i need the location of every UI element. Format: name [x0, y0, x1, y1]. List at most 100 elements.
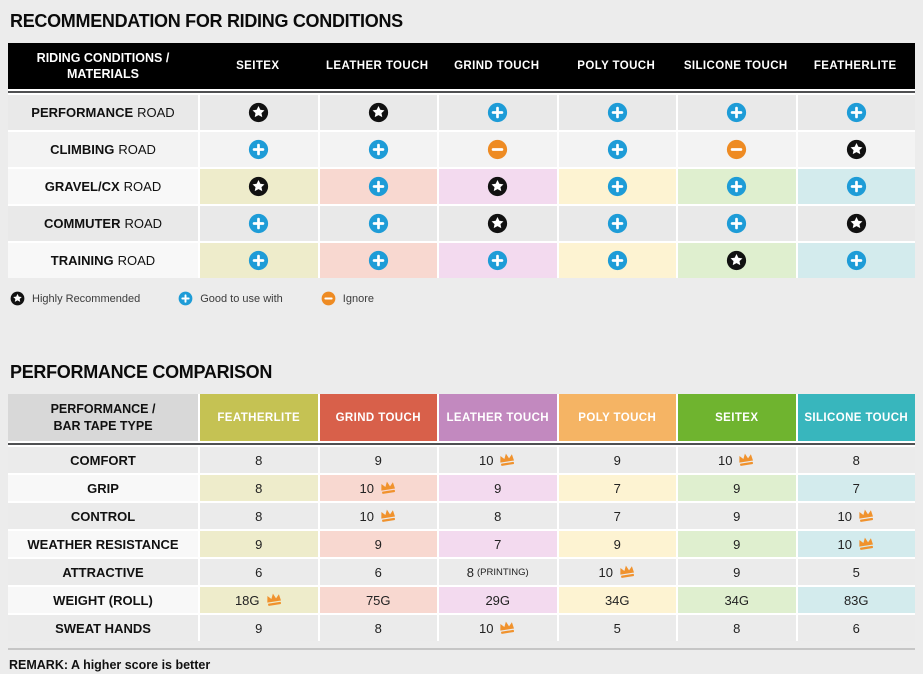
recommendation-cell: [678, 206, 796, 241]
recommendation-cell: [439, 132, 557, 167]
table1-column-header: FEATHERLITE: [813, 60, 897, 72]
table1-body: PERFORMANCE ROAD CLIMBING ROAD GRAVEL/CX ROAD…: [8, 95, 915, 278]
table1-column-header: SEITEX: [236, 60, 280, 72]
star-icon: [846, 213, 866, 234]
condition-suffix: ROAD: [124, 216, 163, 231]
plus-icon: [607, 139, 627, 160]
metric-name: ATTRACTIVE: [62, 564, 144, 580]
recommendation-cell: [797, 243, 915, 278]
table2-column-header: FEATHERLITE: [200, 394, 318, 441]
score-cell: 34G: [678, 587, 796, 613]
table2-title: PERFORMANCE COMPARISON: [10, 362, 273, 382]
score-value: 10: [837, 536, 852, 552]
score-cell: 10: [678, 447, 796, 473]
recommendation-cell: [439, 206, 557, 241]
performance-metric-label: WEATHER RESISTANCE: [8, 531, 198, 557]
score-cell: 9: [319, 447, 437, 473]
metric-name: WEATHER RESISTANCE: [27, 536, 179, 552]
table2-row: CONTROL 8 10 8 7 9 10: [8, 503, 915, 529]
table2-column-header: LEATHER TOUCH: [439, 394, 557, 441]
plus-icon: [607, 102, 627, 123]
score-cell: 8: [439, 503, 557, 529]
recommendation-cell: [558, 132, 676, 167]
remark-note: REMARK: A higher score is better: [9, 658, 211, 672]
star-icon: [488, 176, 508, 197]
performance-metric-label: COMFORT: [8, 447, 198, 473]
riding-condition-label: COMMUTER ROAD: [8, 206, 198, 241]
recommendation-cell: [797, 132, 915, 167]
score-cell: 9: [319, 531, 437, 557]
score-value: 29G: [485, 592, 511, 608]
score-cell: 7: [558, 475, 676, 501]
condition-name: CLIMBING: [50, 142, 115, 157]
recommendation-cell: [319, 132, 437, 167]
performance-metric-label: WEIGHT (ROLL): [8, 587, 198, 613]
score-cell: 29G: [439, 587, 557, 613]
score-value: 9: [733, 564, 741, 580]
crown-icon: [500, 453, 515, 466]
score-cell: 9: [558, 447, 676, 473]
score-cell: 9: [200, 531, 318, 557]
score-value: 8: [733, 620, 741, 636]
score-cell: 10: [319, 475, 437, 501]
score-value: 9: [255, 536, 263, 552]
recommendation-cell: [558, 243, 676, 278]
plus-icon: [249, 250, 269, 271]
crown-icon: [739, 453, 754, 466]
score-value: 10: [359, 508, 374, 524]
score-cell: 9: [200, 615, 318, 641]
score-value: 10: [479, 452, 494, 468]
table1-corner-label: RIDING CONDITIONS / MATERIALS: [36, 50, 170, 81]
plus-icon: [607, 176, 627, 197]
crown-icon: [620, 565, 635, 578]
score-cell: 83G: [797, 587, 915, 613]
score-cell: 10: [797, 503, 915, 529]
score-value: 8: [466, 564, 474, 580]
score-cell: 8: [319, 615, 437, 641]
table2-corner-label: PERFORMANCE / BAR TAPE TYPE: [8, 394, 198, 441]
table2-bottom-rule: [8, 648, 915, 650]
recommendation-cell: [200, 132, 318, 167]
score-value: 10: [598, 564, 613, 580]
score-cell: 9: [678, 559, 796, 585]
score-value: 5: [852, 564, 860, 580]
score-cell: 8: [678, 615, 796, 641]
score-value: 5: [613, 620, 621, 636]
recommendation-cell: [319, 243, 437, 278]
score-cell: 8: [200, 503, 318, 529]
recommendation-cell: [678, 95, 796, 130]
minus-icon: [727, 139, 747, 160]
plus-icon: [249, 139, 269, 160]
table1-title: RECOMMENDATION FOR RIDING CONDITIONS: [10, 11, 403, 31]
score-cell: 10: [319, 503, 437, 529]
recommendation-cell: [558, 169, 676, 204]
table2-row: WEATHER RESISTANCE 9 9 7 9 9 10: [8, 531, 915, 557]
performance-metric-label: SWEAT HANDS: [8, 615, 198, 641]
recommendation-cell: [678, 132, 796, 167]
plus-icon: [368, 213, 388, 234]
table1-header-row: RIDING CONDITIONS / MATERIALS SEITEX LEATH…: [8, 43, 915, 89]
condition-name: COMMUTER: [43, 216, 121, 231]
plus-icon: [727, 176, 747, 197]
star-icon: [10, 291, 25, 306]
table2-column-header: POLY TOUCH: [558, 394, 676, 441]
recommendation-cell: [200, 169, 318, 204]
score-cell: 7: [797, 475, 915, 501]
condition-name: TRAINING: [50, 253, 114, 268]
score-cell: 8: [797, 447, 915, 473]
score-cell: 7: [558, 503, 676, 529]
table2-column-header: SEITEX: [678, 394, 796, 441]
plus-icon: [607, 250, 627, 271]
riding-condition-label: CLIMBING ROAD: [8, 132, 198, 167]
crown-icon: [500, 621, 515, 634]
plus-icon: [846, 102, 866, 123]
plus-icon: [607, 213, 627, 234]
metric-name: WEIGHT (ROLL): [53, 592, 153, 608]
score-value: 9: [733, 536, 741, 552]
condition-name: PERFORMANCE: [31, 105, 134, 120]
table2-header-underline: [8, 443, 915, 445]
plus-icon: [727, 102, 747, 123]
recommendation-cell: [797, 169, 915, 204]
legend-item-star: Highly Recommended: [10, 291, 140, 306]
